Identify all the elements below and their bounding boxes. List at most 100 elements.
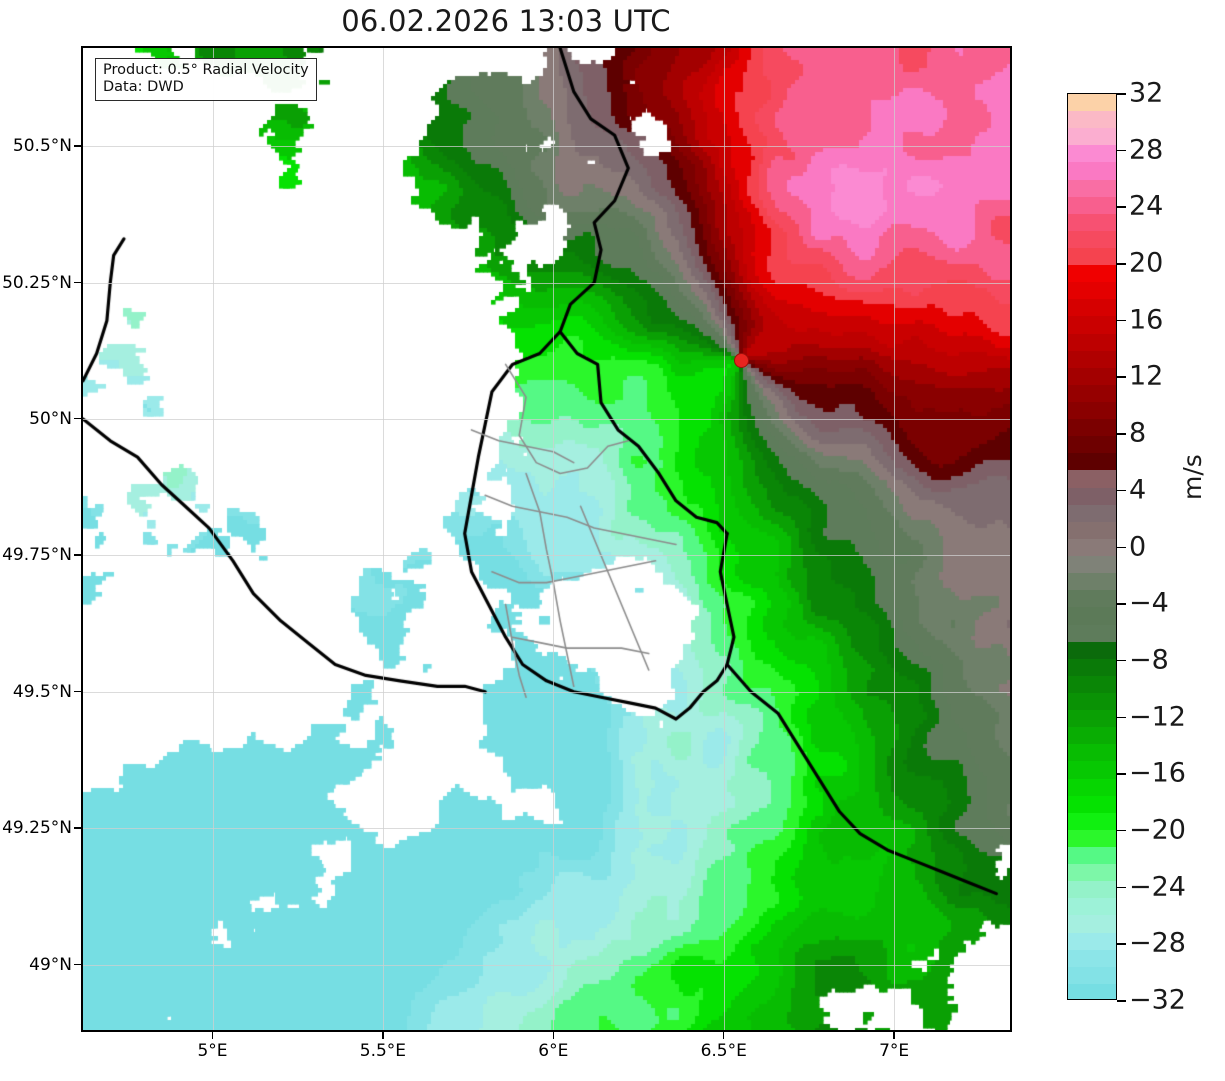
colorbar-tickmark-3 [1117, 263, 1126, 265]
colorbar-tickmark-15 [1117, 943, 1126, 945]
y-tickmark-6 [74, 963, 81, 966]
colorbar-cell-23 [1068, 487, 1116, 506]
colorbar-cell-0 [1068, 94, 1116, 112]
colorbar-cell-25 [1068, 521, 1116, 540]
colorbar-cell-45 [1068, 864, 1116, 882]
x-tickmark-4 [893, 1032, 895, 1039]
gridline-lat-5 [83, 828, 1010, 830]
gridline-lon-3 [723, 48, 725, 1030]
colorbar-tickmark-1 [1117, 149, 1126, 152]
colorbar-cell-1 [1068, 111, 1116, 129]
y-tick-label-6: 49°N [29, 954, 72, 975]
colorbar-cell-16 [1068, 367, 1116, 386]
colorbar-tickmark-5 [1117, 376, 1126, 378]
colorbar-cell-37 [1068, 727, 1116, 745]
colorbar-tickmark-14 [1117, 886, 1126, 889]
colorbar-tick-label-13: −20 [1129, 814, 1186, 846]
y-tick-label-3: 49.75°N [2, 545, 72, 566]
colorbar-cell-11 [1068, 282, 1116, 300]
y-tick-label-1: 50.25°N [2, 272, 72, 293]
colorbar-cell-10 [1068, 265, 1116, 283]
gridline-lat-3 [83, 555, 1010, 557]
y-tickmark-2 [74, 417, 81, 420]
colorbar-cell-47 [1068, 898, 1116, 917]
colorbar-tickmark-11 [1117, 716, 1126, 719]
x-tick-label-0: 5°E [197, 1041, 228, 1061]
colorbar-cell-19 [1068, 419, 1116, 437]
colorbar-cell-35 [1068, 692, 1116, 711]
colorbar-tick-label-16: −32 [1129, 984, 1186, 1016]
x-tickmark-0 [211, 1032, 214, 1039]
colorbar-cell-6 [1068, 196, 1116, 215]
colorbar-cell-40 [1068, 778, 1116, 797]
colorbar-cell-44 [1068, 846, 1116, 865]
colorbar-cell-36 [1068, 710, 1116, 728]
colorbar-cell-49 [1068, 932, 1116, 951]
colorbar-cell-48 [1068, 915, 1116, 934]
gridline-lat-2 [83, 419, 1010, 420]
colorbar-cell-32 [1068, 641, 1116, 660]
colorbar-tick-label-1: 28 [1129, 134, 1164, 166]
colorbar-cell-46 [1068, 881, 1116, 899]
radar-site-marker[interactable] [733, 352, 749, 368]
colorbar-cell-50 [1068, 949, 1116, 968]
plot-clip [83, 48, 1010, 1030]
colorbar-tick-label-7: 4 [1129, 474, 1147, 506]
colorbar-cell-14 [1068, 333, 1116, 352]
radar-plot[interactable]: Product: 0.5° Radial Velocity Data: DWD [81, 46, 1012, 1032]
colorbar-gradient [1067, 93, 1117, 1000]
colorbar-tickmark-13 [1117, 829, 1126, 832]
colorbar-tickmark-0 [1117, 93, 1126, 95]
colorbar-cell-26 [1068, 538, 1116, 557]
colorbar-cell-24 [1068, 504, 1116, 523]
y-tickmark-1 [74, 281, 81, 284]
colorbar-cell-39 [1068, 761, 1116, 780]
y-tick-label-5: 49.25°N [2, 818, 72, 839]
colorbar-tick-label-2: 24 [1129, 190, 1164, 222]
colorbar-tickmark-10 [1117, 659, 1126, 662]
colorbar-tickmark-4 [1117, 319, 1126, 322]
gridline-lon-0 [212, 48, 214, 1030]
gridline-lon-4 [894, 48, 896, 1030]
colorbar-cell-30 [1068, 607, 1116, 626]
colorbar-tick-label-15: −28 [1129, 927, 1186, 959]
colorbar-tickmark-12 [1117, 773, 1126, 775]
colorbar-cell-28 [1068, 573, 1116, 591]
colorbar-cell-33 [1068, 658, 1116, 677]
colorbar-tick-label-8: 0 [1129, 531, 1147, 562]
data-source-label: Data: DWD [103, 79, 184, 96]
colorbar-cell-29 [1068, 590, 1116, 608]
colorbar-cell-38 [1068, 744, 1116, 762]
x-tickmark-3 [722, 1032, 725, 1039]
colorbar-cell-20 [1068, 436, 1116, 454]
colorbar-tickmark-9 [1117, 603, 1126, 605]
colorbar-tick-label-6: 8 [1129, 417, 1147, 449]
colorbar-cell-15 [1068, 350, 1116, 369]
colorbar-tick-label-9: −4 [1129, 587, 1169, 619]
x-tick-label-2: 6°E [538, 1041, 569, 1061]
colorbar-cell-7 [1068, 213, 1116, 232]
colorbar-tickmark-7 [1117, 489, 1126, 492]
colorbar-tickmark-2 [1117, 206, 1126, 208]
colorbar-cell-3 [1068, 145, 1116, 164]
y-tickmark-4 [74, 690, 81, 693]
colorbar-tick-label-14: −24 [1129, 871, 1186, 903]
colorbar[interactable] [1067, 93, 1117, 1000]
colorbar-cell-9 [1068, 248, 1116, 266]
colorbar-cell-52 [1068, 983, 1116, 999]
y-tickmark-3 [74, 554, 81, 556]
gridline-lat-1 [83, 282, 1010, 284]
y-tick-label-4: 49.5°N [12, 681, 72, 702]
colorbar-tickmark-16 [1117, 1000, 1126, 1002]
colorbar-cell-42 [1068, 812, 1116, 831]
colorbar-cell-2 [1068, 128, 1116, 146]
y-tick-label-0: 50.5°N [12, 136, 72, 157]
colorbar-cell-22 [1068, 470, 1116, 489]
gridline-lat-4 [83, 691, 1010, 693]
colorbar-cell-12 [1068, 299, 1116, 318]
y-tickmark-5 [74, 827, 81, 829]
colorbar-tick-label-5: 12 [1129, 360, 1164, 392]
map-borders [83, 48, 1010, 1030]
colorbar-cell-21 [1068, 453, 1116, 472]
colorbar-tick-label-0: 32 [1129, 77, 1164, 109]
